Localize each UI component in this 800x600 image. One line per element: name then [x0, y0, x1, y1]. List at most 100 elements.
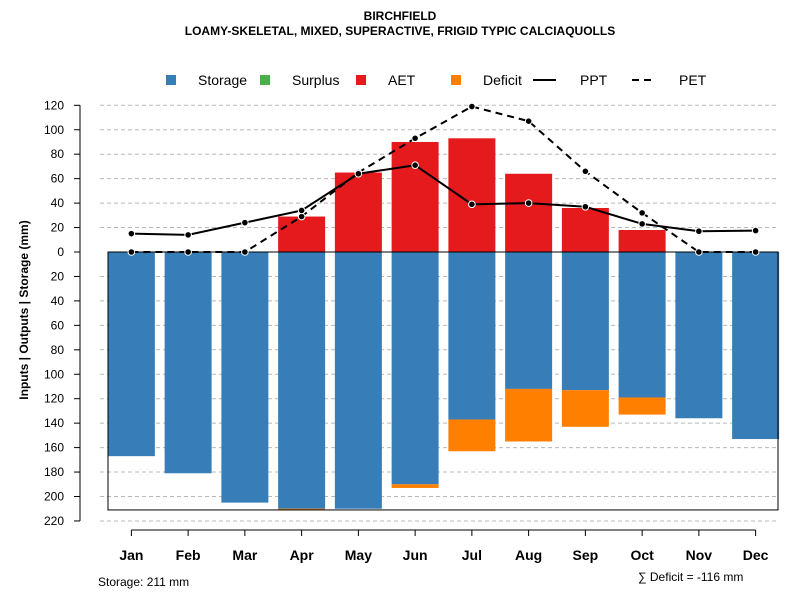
bars — [107, 138, 780, 510]
ppt-line-point — [751, 226, 760, 235]
storage-bar-aug — [505, 252, 553, 389]
chart-subtitle: LOAMY-SKELETAL, MIXED, SUPERACTIVE, FRIG… — [184, 24, 616, 38]
y-tick-label: 0 — [57, 245, 64, 259]
ppt-line-point — [411, 161, 419, 170]
storage-bar-feb — [164, 252, 212, 474]
y-tick-label: 60 — [51, 318, 65, 332]
storage-bar-mar — [221, 252, 269, 503]
pet-line-point — [581, 167, 590, 176]
pet-line-point — [184, 248, 192, 256]
ppt-line-point — [468, 200, 476, 209]
axes: 1201008060402002040608010012014016018020… — [17, 98, 769, 563]
ppt-line-point — [638, 220, 646, 228]
storage-bar-may — [334, 252, 382, 509]
y-tick-label: 200 — [44, 490, 64, 504]
aet-bar-aug — [505, 173, 553, 252]
storage-bar-sep — [561, 252, 609, 391]
plot-frame — [107, 251, 779, 511]
y-tick-label: 20 — [51, 221, 65, 235]
y-tick-label: 120 — [44, 98, 64, 112]
ppt-line-point — [241, 218, 249, 227]
y-tick-label: 20 — [51, 269, 65, 283]
x-tick-label: Apr — [290, 547, 315, 563]
y-tick-label: 80 — [51, 343, 65, 357]
x-tick-label: Sep — [573, 547, 599, 563]
chart-title: BIRCHFIELD — [363, 9, 437, 23]
pet-line-point — [695, 248, 703, 256]
x-tick-label: Jul — [462, 547, 482, 563]
ppt-line-point — [127, 229, 136, 238]
ppt-line-point — [524, 199, 533, 207]
ppt-line-point — [695, 227, 703, 236]
grid-lines — [100, 104, 778, 522]
storage-bar-jan — [107, 252, 155, 457]
deficit-bar-oct — [618, 397, 666, 415]
x-tick-label: Feb — [176, 547, 201, 563]
legend-label-surplus: Surplus — [292, 72, 339, 88]
y-tick-label: 80 — [51, 147, 65, 161]
storage-capacity-label: Storage: 211 mm — [98, 575, 190, 589]
legend-swatch-surplus — [260, 75, 270, 85]
pet-line-point — [468, 102, 476, 111]
legend-label-deficit: Deficit — [483, 72, 522, 88]
legend-swatch-storage — [166, 75, 176, 85]
x-tick-label: Nov — [686, 547, 713, 563]
ppt-line-point — [354, 169, 363, 178]
x-tick-label: Mar — [232, 547, 257, 563]
storage-bar-nov — [675, 252, 723, 419]
y-tick-label: 160 — [44, 441, 64, 455]
storage-bar-jul — [448, 252, 496, 420]
lines — [127, 102, 760, 256]
y-tick-label: 100 — [44, 367, 64, 381]
pet-line-point — [524, 117, 533, 125]
aet-bar-jun — [391, 141, 439, 252]
pet-line-point — [297, 212, 306, 221]
storage-capacity-box — [107, 251, 779, 511]
y-tick-label: 120 — [44, 392, 64, 406]
deficit-bar-jul — [448, 419, 496, 452]
x-tick-label: Dec — [743, 547, 769, 563]
legend-label-pet: PET — [679, 72, 707, 88]
storage-bar-oct — [618, 252, 666, 398]
storage-bar-jun — [391, 252, 439, 485]
y-tick-label: 60 — [51, 172, 65, 186]
y-tick-label: 40 — [51, 294, 65, 308]
x-tick-label: Jun — [403, 547, 428, 563]
y-axis-label: Inputs | Outputs | Storage (mm) — [17, 220, 31, 399]
aet-bar-jul — [448, 138, 496, 252]
aet-bar-sep — [561, 207, 609, 252]
legend-label-ppt: PPT — [580, 72, 608, 88]
aet-bar-oct — [618, 229, 666, 252]
pet-line — [131, 105, 756, 253]
deficit-bar-apr — [278, 508, 326, 510]
pet-line-point — [638, 209, 646, 217]
legend: Storage Surplus AET Deficit PPT PET — [166, 72, 707, 88]
x-tick-label: Jan — [119, 547, 143, 563]
ppt-line-point — [581, 202, 590, 211]
y-tick-label: 140 — [44, 416, 64, 430]
storage-bar-dec — [732, 252, 780, 440]
storage-bar-apr — [278, 252, 326, 509]
y-tick-label: 40 — [51, 196, 65, 210]
legend-label-aet: AET — [388, 72, 416, 88]
deficit-bar-aug — [505, 388, 553, 442]
y-tick-label: 220 — [44, 514, 64, 528]
y-tick-label: 100 — [44, 123, 64, 137]
ppt-line — [131, 164, 756, 236]
deficit-total-label: ∑ Deficit = -116 mm — [638, 570, 744, 584]
deficit-bar-jun — [391, 484, 439, 488]
pet-line-point — [411, 134, 419, 143]
pet-line-point — [241, 248, 249, 256]
x-tick-label: Oct — [630, 547, 654, 563]
legend-label-storage: Storage — [198, 72, 247, 88]
aet-bar-apr — [278, 216, 326, 252]
legend-swatch-deficit — [451, 75, 461, 85]
ppt-line-point — [297, 206, 306, 215]
ppt-line-point — [184, 231, 192, 239]
x-tick-label: Aug — [515, 547, 542, 563]
pet-line-point — [127, 248, 136, 256]
y-tick-label: 180 — [44, 465, 64, 479]
pet-line-point — [751, 248, 760, 256]
deficit-bar-sep — [561, 390, 609, 427]
